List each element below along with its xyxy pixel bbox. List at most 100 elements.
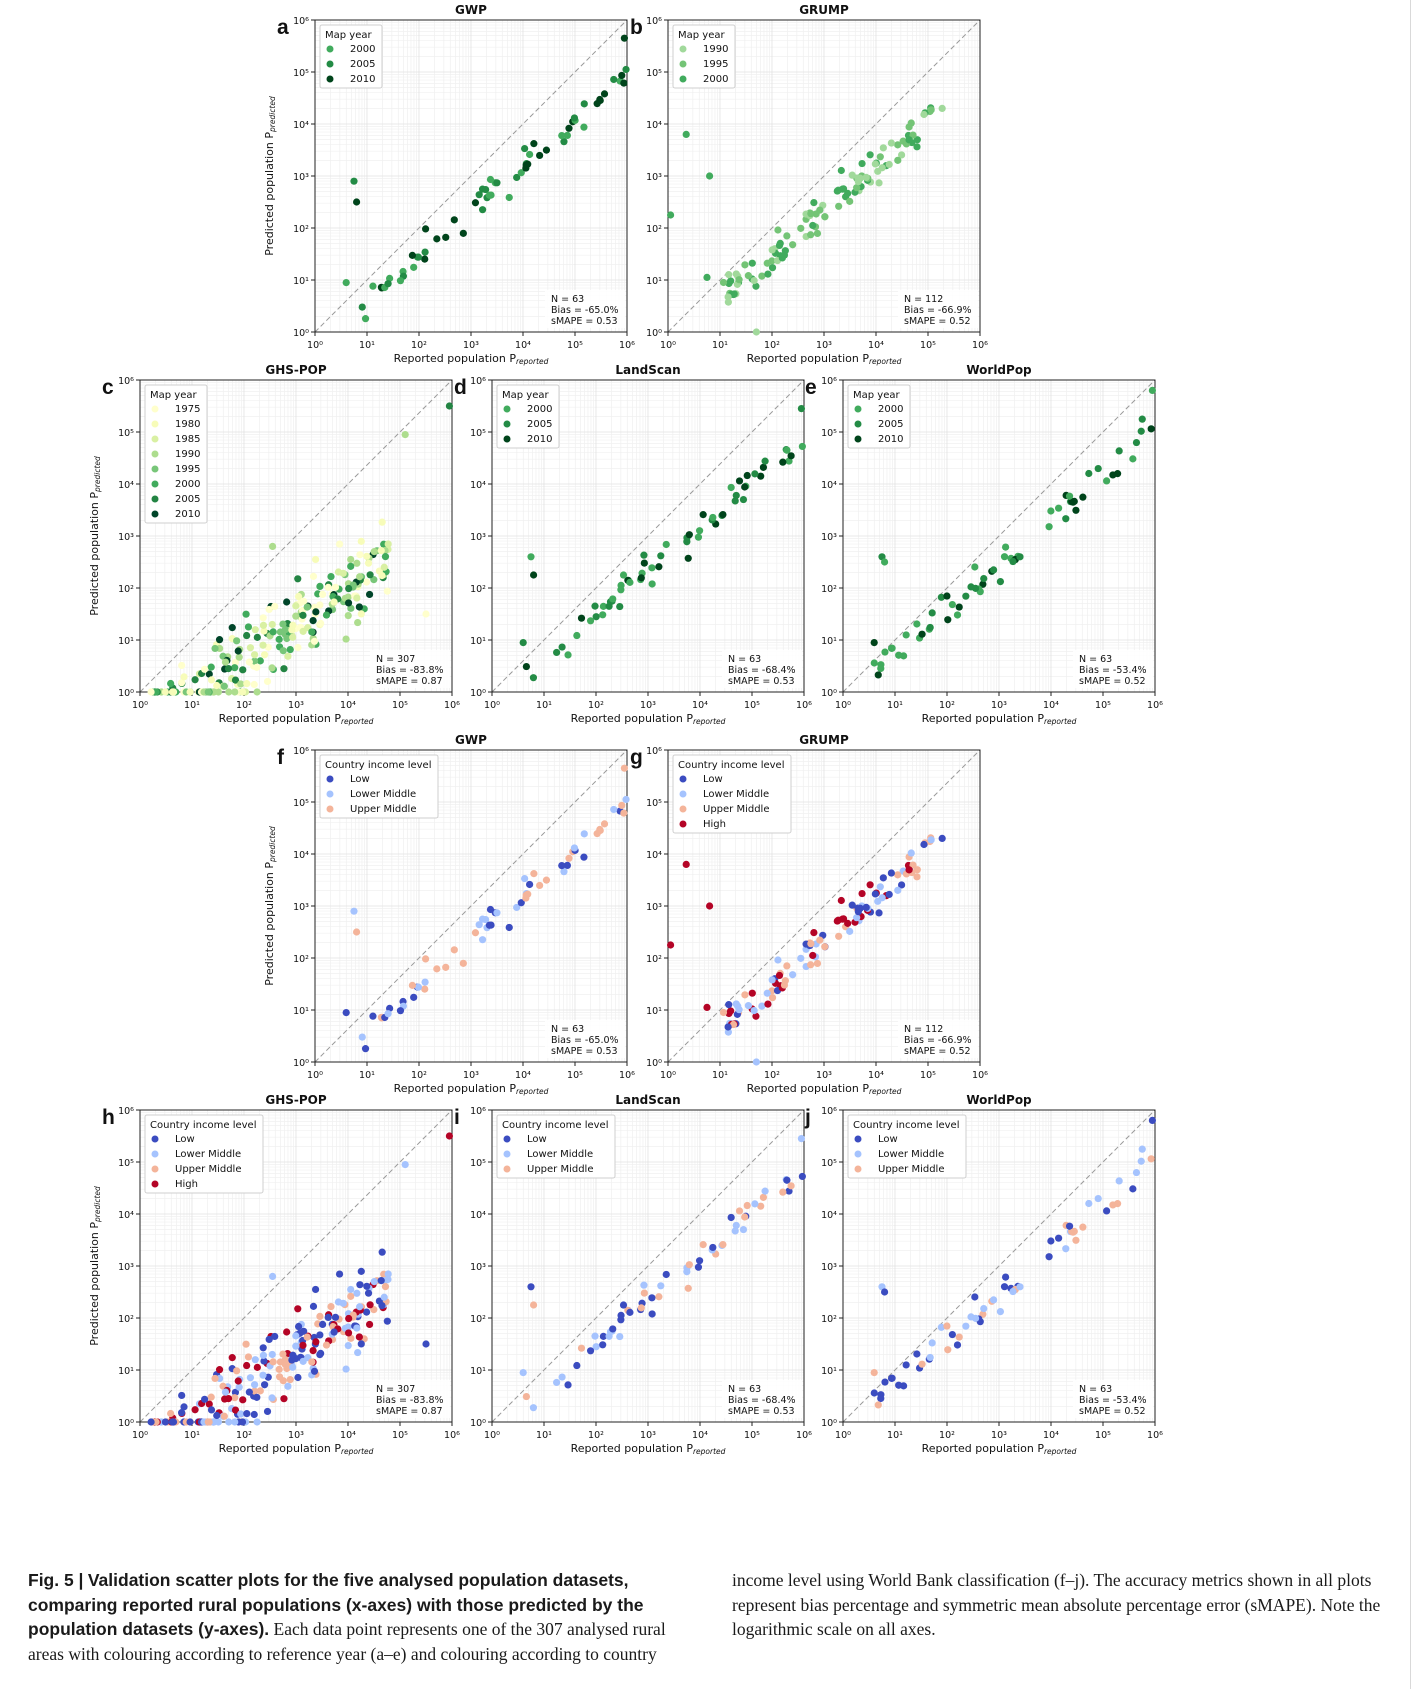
data-point <box>553 1378 561 1387</box>
stat-bias: Bias = -66.9% <box>904 305 972 316</box>
data-point <box>871 160 879 168</box>
x-tick-label: 10³ <box>463 1070 479 1081</box>
data-points <box>870 386 1156 679</box>
data-point <box>1094 1194 1102 1203</box>
data-point <box>459 229 467 237</box>
data-point <box>377 1277 385 1285</box>
data-point <box>667 211 675 219</box>
data-point <box>667 941 675 949</box>
data-point <box>242 610 250 618</box>
data-point <box>955 1333 963 1341</box>
data-point <box>695 527 704 535</box>
data-point <box>450 946 458 954</box>
data-point <box>311 1285 320 1294</box>
y-tick-label: 10⁵ <box>646 68 662 79</box>
data-point <box>521 874 529 883</box>
data-point <box>268 1350 276 1359</box>
data-point <box>265 605 273 614</box>
panel-letter: h <box>102 1106 115 1129</box>
data-point <box>271 602 279 611</box>
data-point <box>881 1378 889 1386</box>
data-point <box>316 1312 324 1321</box>
data-point <box>309 616 317 625</box>
data-point <box>221 1388 230 1396</box>
data-point <box>279 1350 287 1358</box>
data-point <box>877 1394 885 1403</box>
data-point <box>234 647 242 655</box>
data-point <box>876 883 884 891</box>
data-point <box>580 853 588 861</box>
y-tick-label: 10² <box>118 584 134 595</box>
data-point <box>317 619 325 627</box>
data-point <box>979 580 987 588</box>
data-point <box>396 1007 405 1015</box>
data-point <box>250 1410 258 1419</box>
data-point <box>350 907 358 915</box>
data-point <box>846 927 854 935</box>
data-point <box>620 809 628 817</box>
data-point <box>565 854 573 862</box>
legend: Map year 2000 2005 2010 <box>319 24 383 89</box>
data-point <box>414 253 423 261</box>
data-point <box>761 1187 769 1195</box>
data-point <box>605 602 613 610</box>
data-point <box>324 583 332 592</box>
data-point <box>1001 543 1010 551</box>
x-tick-label: 10⁰ <box>660 1070 676 1081</box>
data-point <box>619 571 628 579</box>
data-point <box>168 688 177 696</box>
data-point <box>741 261 749 269</box>
data-point <box>261 1381 269 1389</box>
data-point <box>780 981 789 989</box>
data-point <box>234 1377 242 1385</box>
data-point <box>640 1289 648 1297</box>
data-point <box>253 1363 261 1371</box>
x-tick-label: 10⁴ <box>868 1070 884 1081</box>
data-point <box>874 1401 882 1409</box>
identity-line <box>667 19 981 333</box>
legend-marker <box>503 405 511 413</box>
data-point <box>848 171 856 179</box>
data-point <box>1109 471 1117 479</box>
data-point <box>752 1058 761 1066</box>
data-point <box>885 890 893 899</box>
data-point <box>821 213 829 221</box>
data-point <box>243 631 251 640</box>
data-point <box>1137 427 1145 435</box>
stat-smape: sMAPE = 0.53 <box>728 676 795 687</box>
data-point <box>858 159 866 168</box>
legend: Country income level Low Lower Middle Upper… <box>672 754 792 834</box>
grid <box>843 380 1155 692</box>
data-point <box>317 1349 325 1357</box>
x-tick-label: 10³ <box>288 1430 304 1441</box>
data-point <box>724 1028 732 1036</box>
data-point <box>729 1020 738 1029</box>
grid <box>843 1110 1155 1422</box>
legend-marker <box>503 1150 511 1158</box>
data-point <box>558 1373 566 1381</box>
legend-marker <box>854 1165 862 1173</box>
data-point <box>522 891 530 899</box>
data-point <box>362 1308 371 1316</box>
stat-n: N = 63 <box>551 1024 584 1035</box>
legend-marker <box>151 450 159 458</box>
data-point <box>244 623 253 631</box>
data-point <box>879 144 887 152</box>
data-point <box>648 1310 656 1318</box>
data-point <box>971 1293 979 1301</box>
data-point <box>739 495 748 504</box>
data-point <box>797 954 805 962</box>
data-point <box>354 618 362 627</box>
data-point <box>888 1374 896 1382</box>
data-point <box>706 902 714 910</box>
legend-marker <box>326 45 334 53</box>
y-tick-label: 10¹ <box>118 1366 134 1377</box>
y-tick-label: 10⁰ <box>293 328 309 339</box>
legend-marker <box>503 1135 511 1143</box>
caption-label: Fig. 5 | <box>28 1570 84 1590</box>
legend-marker <box>679 820 687 828</box>
data-point <box>617 1311 625 1319</box>
data-point <box>237 1410 245 1418</box>
